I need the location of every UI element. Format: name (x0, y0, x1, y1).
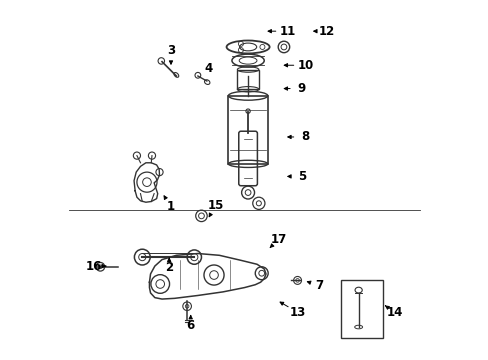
Text: 9: 9 (297, 82, 305, 95)
Text: 4: 4 (204, 62, 212, 75)
Text: 11: 11 (279, 25, 295, 38)
Text: 16: 16 (85, 260, 102, 273)
Text: 17: 17 (270, 233, 286, 246)
Text: 7: 7 (315, 279, 323, 292)
Bar (237, 69, 258, 89)
Text: 15: 15 (207, 199, 224, 212)
Text: 1: 1 (166, 201, 175, 213)
Text: 3: 3 (166, 44, 175, 57)
Bar (228, 96, 267, 164)
Bar (341, 280, 382, 338)
Text: 5: 5 (297, 170, 305, 183)
Text: 8: 8 (301, 130, 309, 144)
Text: 10: 10 (297, 59, 313, 72)
Text: 13: 13 (289, 306, 306, 319)
Text: 12: 12 (318, 25, 334, 38)
Text: 6: 6 (186, 319, 194, 332)
Text: 14: 14 (386, 306, 403, 319)
Text: 2: 2 (165, 261, 173, 274)
